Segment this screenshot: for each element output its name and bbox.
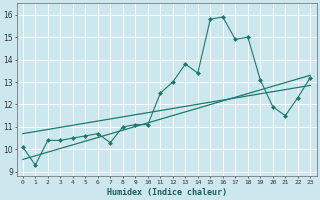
- X-axis label: Humidex (Indice chaleur): Humidex (Indice chaleur): [107, 188, 227, 197]
